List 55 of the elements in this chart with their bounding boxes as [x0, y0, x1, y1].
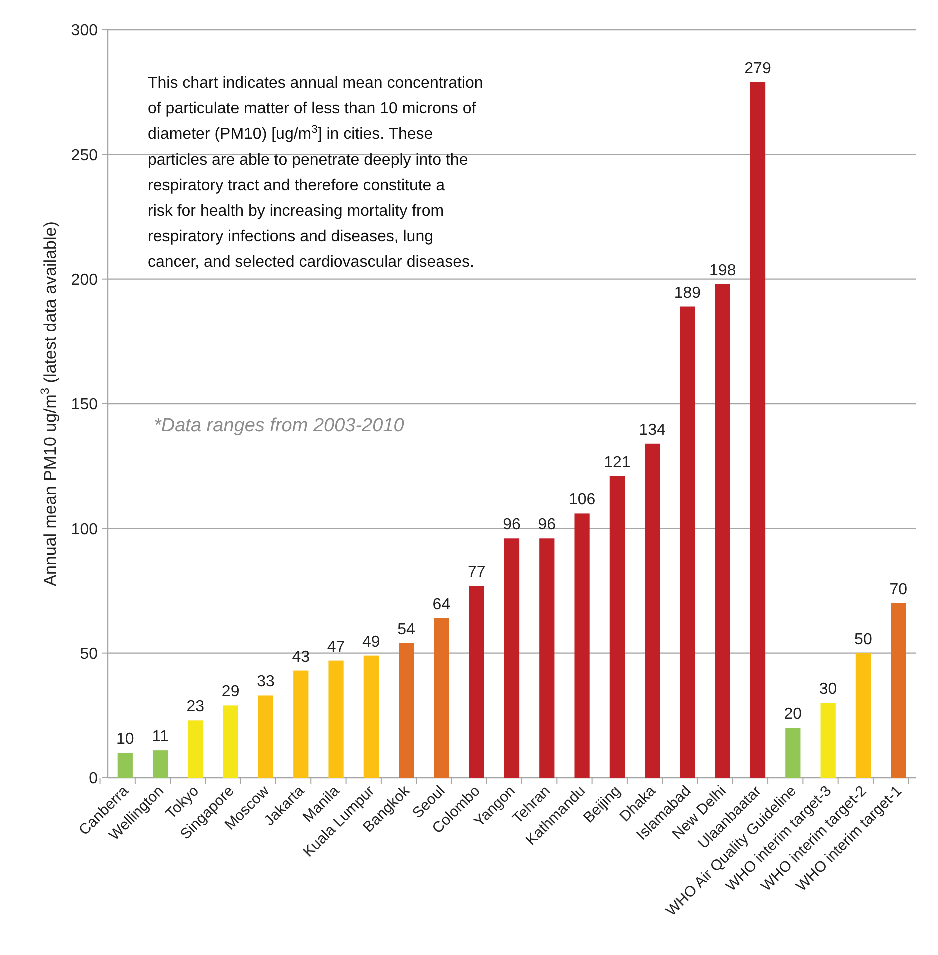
- y-tick-label: 150: [71, 396, 98, 414]
- data-label: 29: [222, 684, 240, 701]
- data-label: 64: [432, 596, 451, 614]
- bar: [645, 444, 660, 778]
- bar: [294, 670, 309, 778]
- data-label: 198: [710, 262, 736, 280]
- bar: [152, 750, 168, 778]
- data-label: 10: [116, 731, 134, 748]
- annotation: *Data ranges from 2003-2010: [154, 415, 405, 436]
- bar: [504, 538, 520, 778]
- data-label: 33: [257, 674, 275, 691]
- y-tick-label: 250: [71, 147, 98, 164]
- data-label: 121: [604, 454, 631, 472]
- bar: [223, 706, 238, 778]
- bar: [610, 476, 625, 778]
- bar: [434, 618, 450, 778]
- bar: [258, 696, 274, 778]
- bar: [680, 306, 696, 778]
- data-label: 43: [292, 648, 310, 666]
- bar: [891, 603, 906, 778]
- bar: [750, 82, 766, 778]
- data-label: 50: [854, 631, 872, 648]
- bar: [856, 653, 872, 778]
- data-label: 20: [784, 706, 802, 724]
- y-tick-label: 50: [80, 646, 98, 663]
- data-label: 47: [327, 638, 346, 656]
- bar: [820, 703, 836, 778]
- bar: [574, 514, 590, 778]
- y-tick-label: 0: [89, 770, 98, 788]
- bar: [786, 728, 801, 778]
- data-label: 134: [639, 422, 666, 439]
- data-label: 70: [890, 581, 908, 598]
- data-label: 77: [468, 564, 486, 582]
- data-label: 96: [503, 516, 521, 534]
- bar: [328, 660, 344, 778]
- data-label: 30: [819, 681, 838, 698]
- data-label: 11: [152, 728, 169, 746]
- y-tick-label: 200: [71, 272, 98, 289]
- bar: [364, 656, 379, 778]
- bar: [469, 586, 484, 778]
- data-label: 49: [362, 634, 380, 651]
- y-tick-label: 100: [71, 521, 98, 538]
- data-label: 189: [674, 284, 702, 302]
- bar: [715, 284, 730, 778]
- bar: [188, 720, 204, 778]
- data-label: 54: [398, 621, 416, 638]
- text: This chart indicates annual mean concentration of particulate matter of less than 10 microns of diameter (PM10) [ug/m$^{3}$] in cities. These particles are able to penetrate deeply into the respiratory tract and therefore constitute a risk for health by increasing mortality from respiratory infections and diseases, lung cancer, and selected cardiovascular diseases.: [148, 75, 484, 272]
- data-label: 279: [744, 60, 772, 78]
- data-label: 23: [186, 698, 205, 716]
- y-tick-label: 300: [71, 22, 98, 40]
- bar: [118, 753, 133, 778]
- bar: [399, 643, 414, 778]
- data-label: 106: [568, 492, 596, 509]
- data-label: 96: [538, 516, 556, 534]
- bar: [540, 538, 555, 778]
